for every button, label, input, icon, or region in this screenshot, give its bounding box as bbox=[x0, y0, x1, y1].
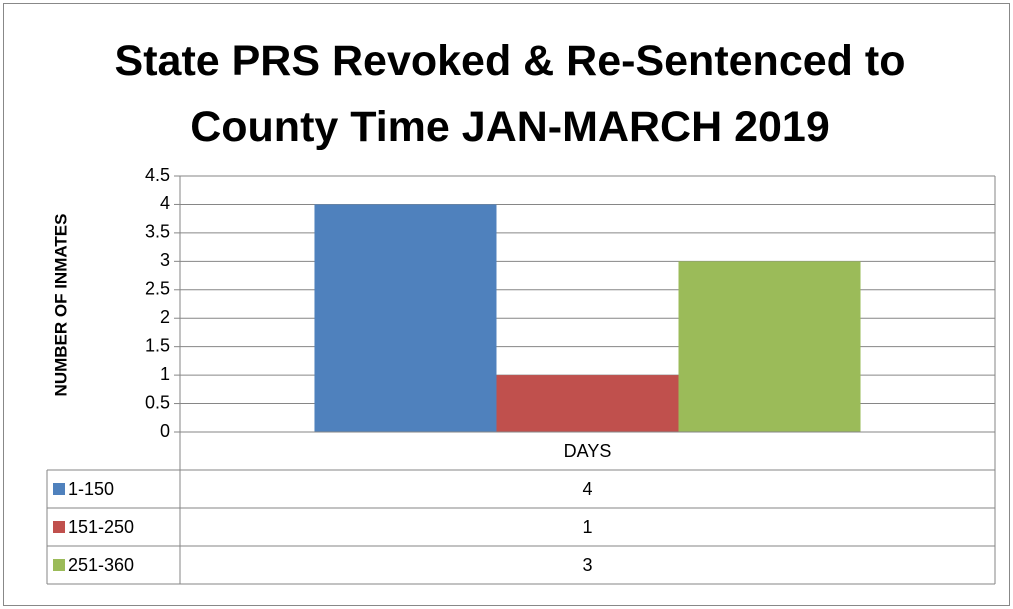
y-tick-label: 2 bbox=[160, 307, 170, 327]
y-tick-label: 0 bbox=[160, 421, 170, 441]
y-tick-label: 0.5 bbox=[145, 392, 170, 412]
legend-label: 151-250 bbox=[68, 517, 134, 537]
table-value: 4 bbox=[582, 479, 592, 499]
y-tick-label: 2.5 bbox=[145, 279, 170, 299]
y-tick-label: 3 bbox=[160, 250, 170, 270]
y-tick-label: 4.5 bbox=[145, 165, 170, 185]
table-value: 1 bbox=[582, 517, 592, 537]
legend-key bbox=[53, 559, 65, 571]
x-tick-label: DAYS bbox=[564, 441, 612, 461]
y-axis-label: NUMBER OF INMATES bbox=[51, 214, 70, 397]
chart-title: State PRS Revoked & Re-Sentenced to Coun… bbox=[114, 37, 906, 151]
legend-key bbox=[53, 483, 65, 495]
legend-label: 1-150 bbox=[68, 479, 114, 499]
y-tick-label: 1.5 bbox=[145, 335, 170, 355]
bar bbox=[678, 261, 861, 432]
legend-label: 251-360 bbox=[68, 555, 134, 575]
y-tick-label: 3.5 bbox=[145, 222, 170, 242]
legend-key bbox=[53, 521, 65, 533]
y-tick-label: 1 bbox=[160, 364, 170, 384]
bar bbox=[314, 204, 497, 432]
bar bbox=[496, 375, 679, 432]
table-value: 3 bbox=[582, 555, 592, 575]
y-tick-label: 4 bbox=[160, 193, 170, 213]
